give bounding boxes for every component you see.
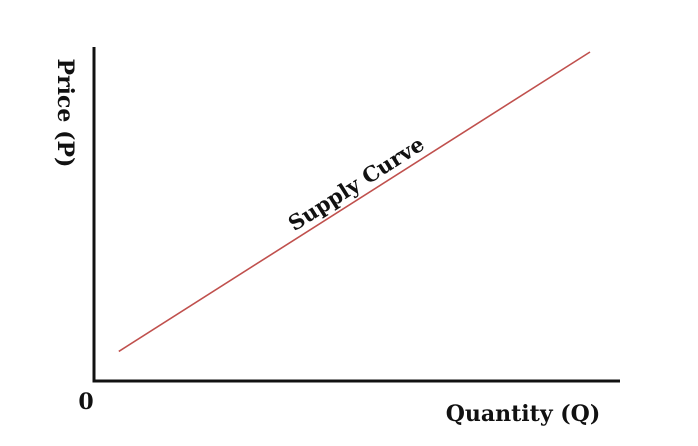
supply-curve-label: Supply Curve	[284, 131, 429, 236]
origin-label: 0	[78, 389, 93, 415]
x-axis-label: Quantity (Q)	[446, 401, 601, 427]
y-axis-label: Price (P)	[52, 59, 78, 168]
supply-curve-line	[118, 51, 591, 353]
